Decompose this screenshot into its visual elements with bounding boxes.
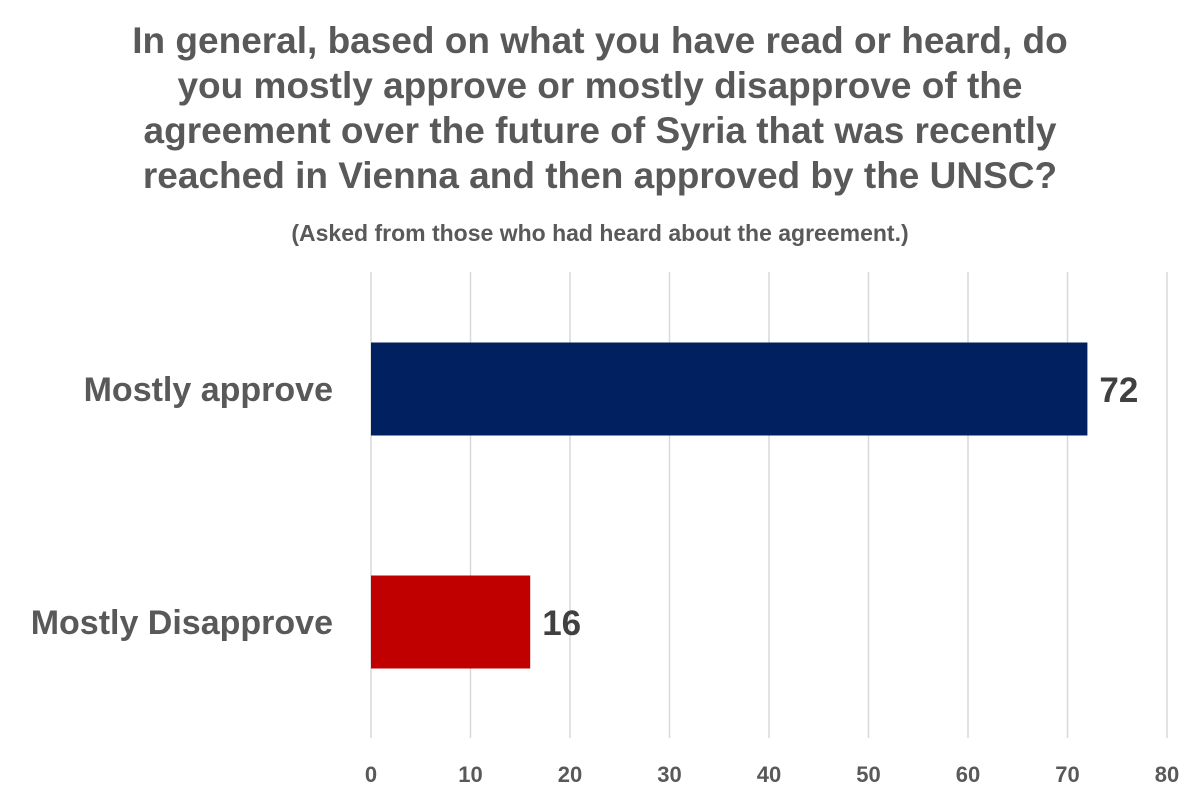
chart-title: In general, based on what you have read … — [0, 18, 1200, 198]
x-tick-label: 20 — [558, 762, 582, 787]
bar — [371, 342, 1088, 436]
chart-title-line: reached in Vienna and then approved by t… — [142, 155, 1058, 196]
x-tick-label: 50 — [856, 762, 880, 787]
chart-title-line: agreement over the future of Syria that … — [143, 110, 1057, 151]
x-tick-label: 40 — [757, 762, 781, 787]
bars — [371, 342, 1088, 669]
data-label: 72 — [1099, 371, 1138, 410]
category-label: Mostly approve — [84, 371, 333, 409]
x-tick-label: 30 — [657, 762, 681, 787]
chart-title-line: In general, based on what you have read … — [132, 20, 1068, 61]
chart-title-line: you mostly approve or mostly disapprove … — [177, 65, 1023, 106]
x-tick-label: 0 — [365, 762, 377, 787]
x-tick-label: 60 — [956, 762, 980, 787]
bar — [371, 575, 531, 669]
x-tick-labels: 0 10 20 30 40 50 60 70 80 — [365, 762, 1179, 787]
x-tick-label: 70 — [1055, 762, 1079, 787]
x-tick-label: 80 — [1155, 762, 1179, 787]
chart-subtitle: (Asked from those who had heard about th… — [291, 220, 909, 246]
data-label: 16 — [542, 604, 581, 643]
x-tick-label: 10 — [458, 762, 482, 787]
category-label: Mostly Disapprove — [31, 604, 333, 642]
category-labels: Mostly approve Mostly Disapprove — [31, 371, 333, 642]
data-labels: 72 16 — [542, 371, 1138, 643]
